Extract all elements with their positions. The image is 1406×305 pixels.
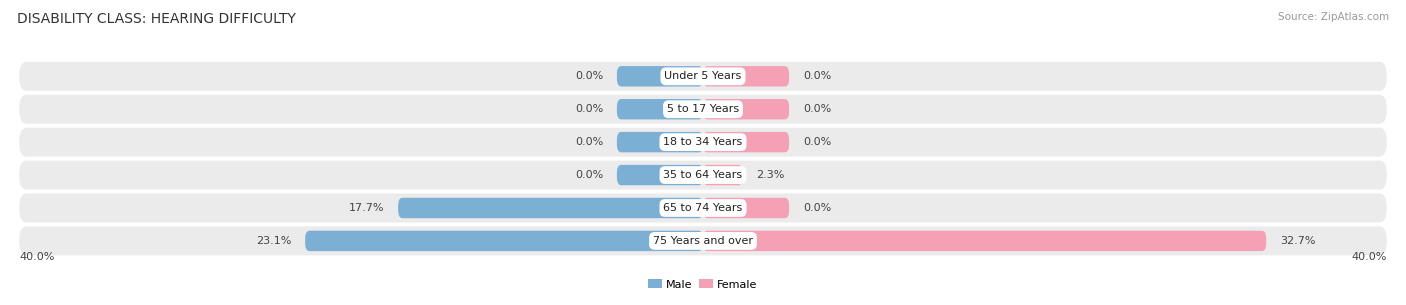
Text: 17.7%: 17.7% <box>349 203 384 213</box>
Text: 40.0%: 40.0% <box>1351 252 1386 262</box>
Text: 0.0%: 0.0% <box>575 137 603 147</box>
Text: 0.0%: 0.0% <box>803 104 831 114</box>
Text: 0.0%: 0.0% <box>575 170 603 180</box>
FancyBboxPatch shape <box>617 66 703 87</box>
FancyBboxPatch shape <box>20 193 1386 222</box>
Text: DISABILITY CLASS: HEARING DIFFICULTY: DISABILITY CLASS: HEARING DIFFICULTY <box>17 12 295 26</box>
Text: Source: ZipAtlas.com: Source: ZipAtlas.com <box>1278 12 1389 22</box>
FancyBboxPatch shape <box>703 165 742 185</box>
FancyBboxPatch shape <box>703 132 789 152</box>
Text: 75 Years and over: 75 Years and over <box>652 236 754 246</box>
Text: 65 to 74 Years: 65 to 74 Years <box>664 203 742 213</box>
Text: 0.0%: 0.0% <box>575 71 603 81</box>
Text: 0.0%: 0.0% <box>803 71 831 81</box>
FancyBboxPatch shape <box>703 231 1267 251</box>
Text: 23.1%: 23.1% <box>256 236 291 246</box>
Text: Under 5 Years: Under 5 Years <box>665 71 741 81</box>
Text: 40.0%: 40.0% <box>20 252 55 262</box>
Text: 0.0%: 0.0% <box>575 104 603 114</box>
FancyBboxPatch shape <box>617 165 703 185</box>
Text: 0.0%: 0.0% <box>803 203 831 213</box>
FancyBboxPatch shape <box>20 95 1386 124</box>
FancyBboxPatch shape <box>398 198 703 218</box>
FancyBboxPatch shape <box>617 99 703 120</box>
Text: 2.3%: 2.3% <box>756 170 785 180</box>
FancyBboxPatch shape <box>703 99 789 120</box>
FancyBboxPatch shape <box>20 160 1386 189</box>
Legend: Male, Female: Male, Female <box>644 275 762 294</box>
FancyBboxPatch shape <box>703 198 789 218</box>
FancyBboxPatch shape <box>20 62 1386 91</box>
Text: 0.0%: 0.0% <box>803 137 831 147</box>
FancyBboxPatch shape <box>305 231 703 251</box>
FancyBboxPatch shape <box>617 132 703 152</box>
FancyBboxPatch shape <box>20 128 1386 157</box>
FancyBboxPatch shape <box>703 66 789 87</box>
FancyBboxPatch shape <box>20 226 1386 255</box>
Text: 18 to 34 Years: 18 to 34 Years <box>664 137 742 147</box>
Text: 5 to 17 Years: 5 to 17 Years <box>666 104 740 114</box>
Text: 35 to 64 Years: 35 to 64 Years <box>664 170 742 180</box>
Text: 32.7%: 32.7% <box>1279 236 1316 246</box>
